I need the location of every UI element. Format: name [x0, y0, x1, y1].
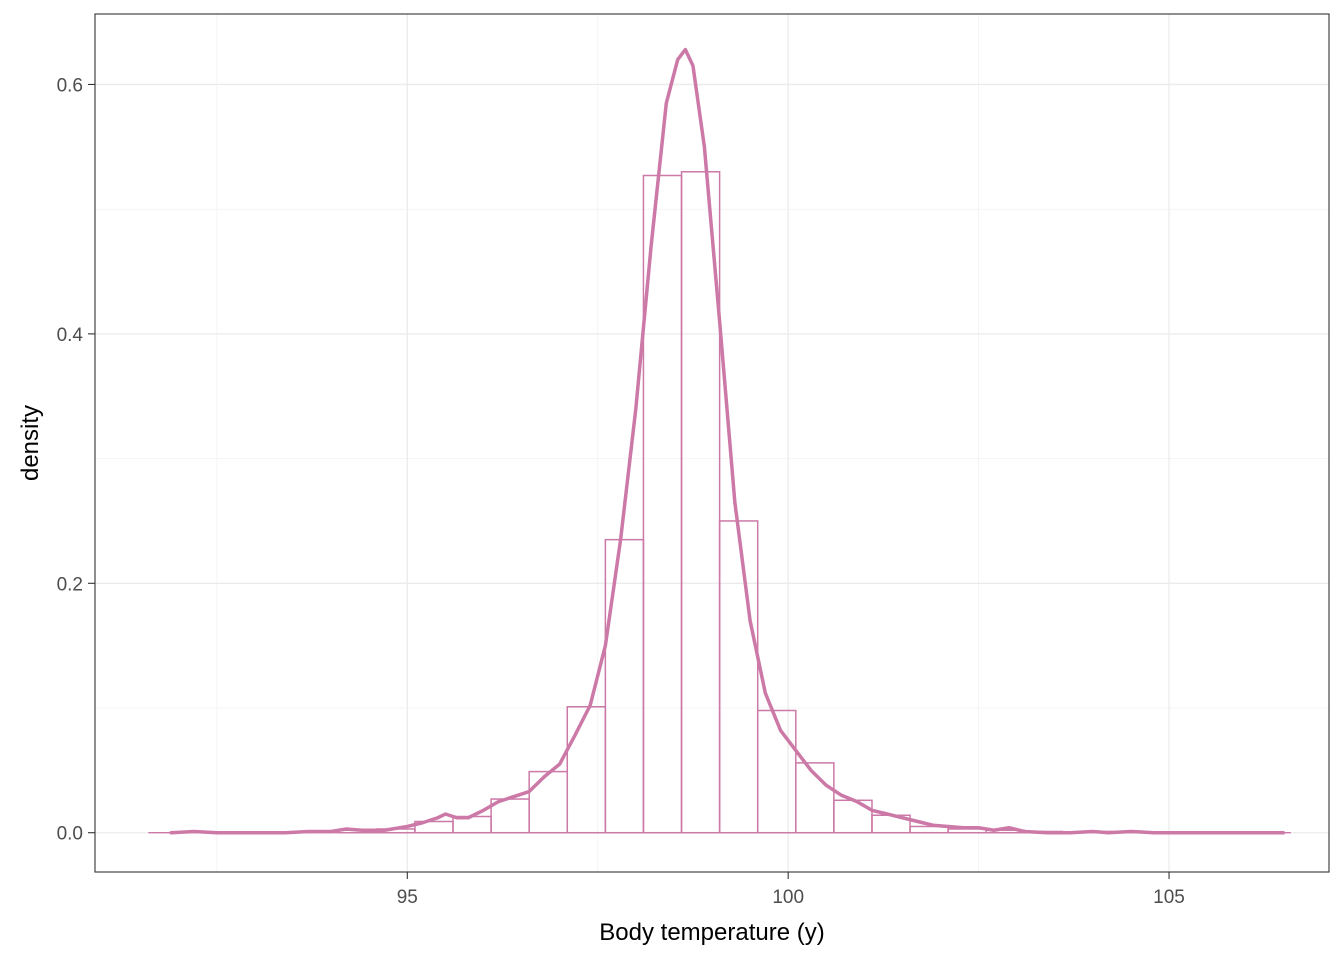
- x-tick-label: 95: [397, 887, 418, 908]
- y-axis-title: density: [17, 405, 44, 481]
- y-axis: 0.0 0.2 0.4 0.6: [57, 75, 95, 845]
- plot-panel-border: [94, 13, 1330, 873]
- density-curve-layer: [169, 47, 1286, 835]
- x-axis: 95 100 105: [397, 872, 1185, 908]
- histogram-bar: [795, 762, 835, 834]
- y-tick-label: 0.4: [57, 325, 84, 346]
- y-tick-label: 0.6: [57, 75, 83, 96]
- density-curve: [169, 47, 1286, 835]
- y-tick-label: 0.0: [57, 824, 83, 845]
- y-tick-label: 0.2: [57, 574, 83, 595]
- x-tick-label: 100: [772, 887, 804, 908]
- histogram-bar: [680, 171, 721, 834]
- x-tick-label: 105: [1153, 887, 1185, 908]
- x-axis-title: Body temperature (y): [599, 919, 824, 946]
